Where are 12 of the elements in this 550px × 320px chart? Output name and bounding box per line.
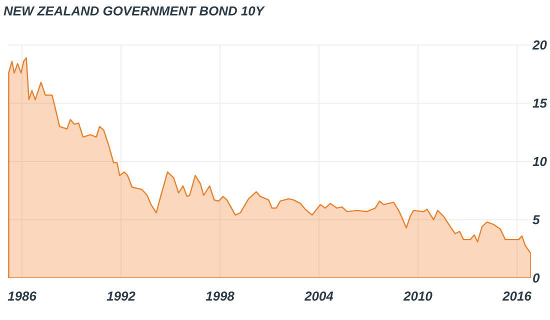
y-tick-label: 20 (532, 40, 547, 50)
x-tick-label: 2010 (403, 292, 432, 301)
y-tick-label: 0 (533, 273, 540, 283)
chart-title: NEW ZEALAND GOVERNMENT BOND 10Y (4, 6, 265, 16)
x-tick-label: 1992 (106, 292, 136, 301)
x-tick-label: 2016 (502, 292, 532, 301)
x-tick-label: 2004 (304, 292, 334, 301)
x-tick-label: 1986 (8, 292, 36, 301)
y-tick-label: 5 (532, 215, 540, 224)
y-tick-label: 15 (532, 98, 548, 108)
x-tick-label: 1998 (206, 292, 234, 301)
y-tick-label: 10 (532, 156, 547, 166)
